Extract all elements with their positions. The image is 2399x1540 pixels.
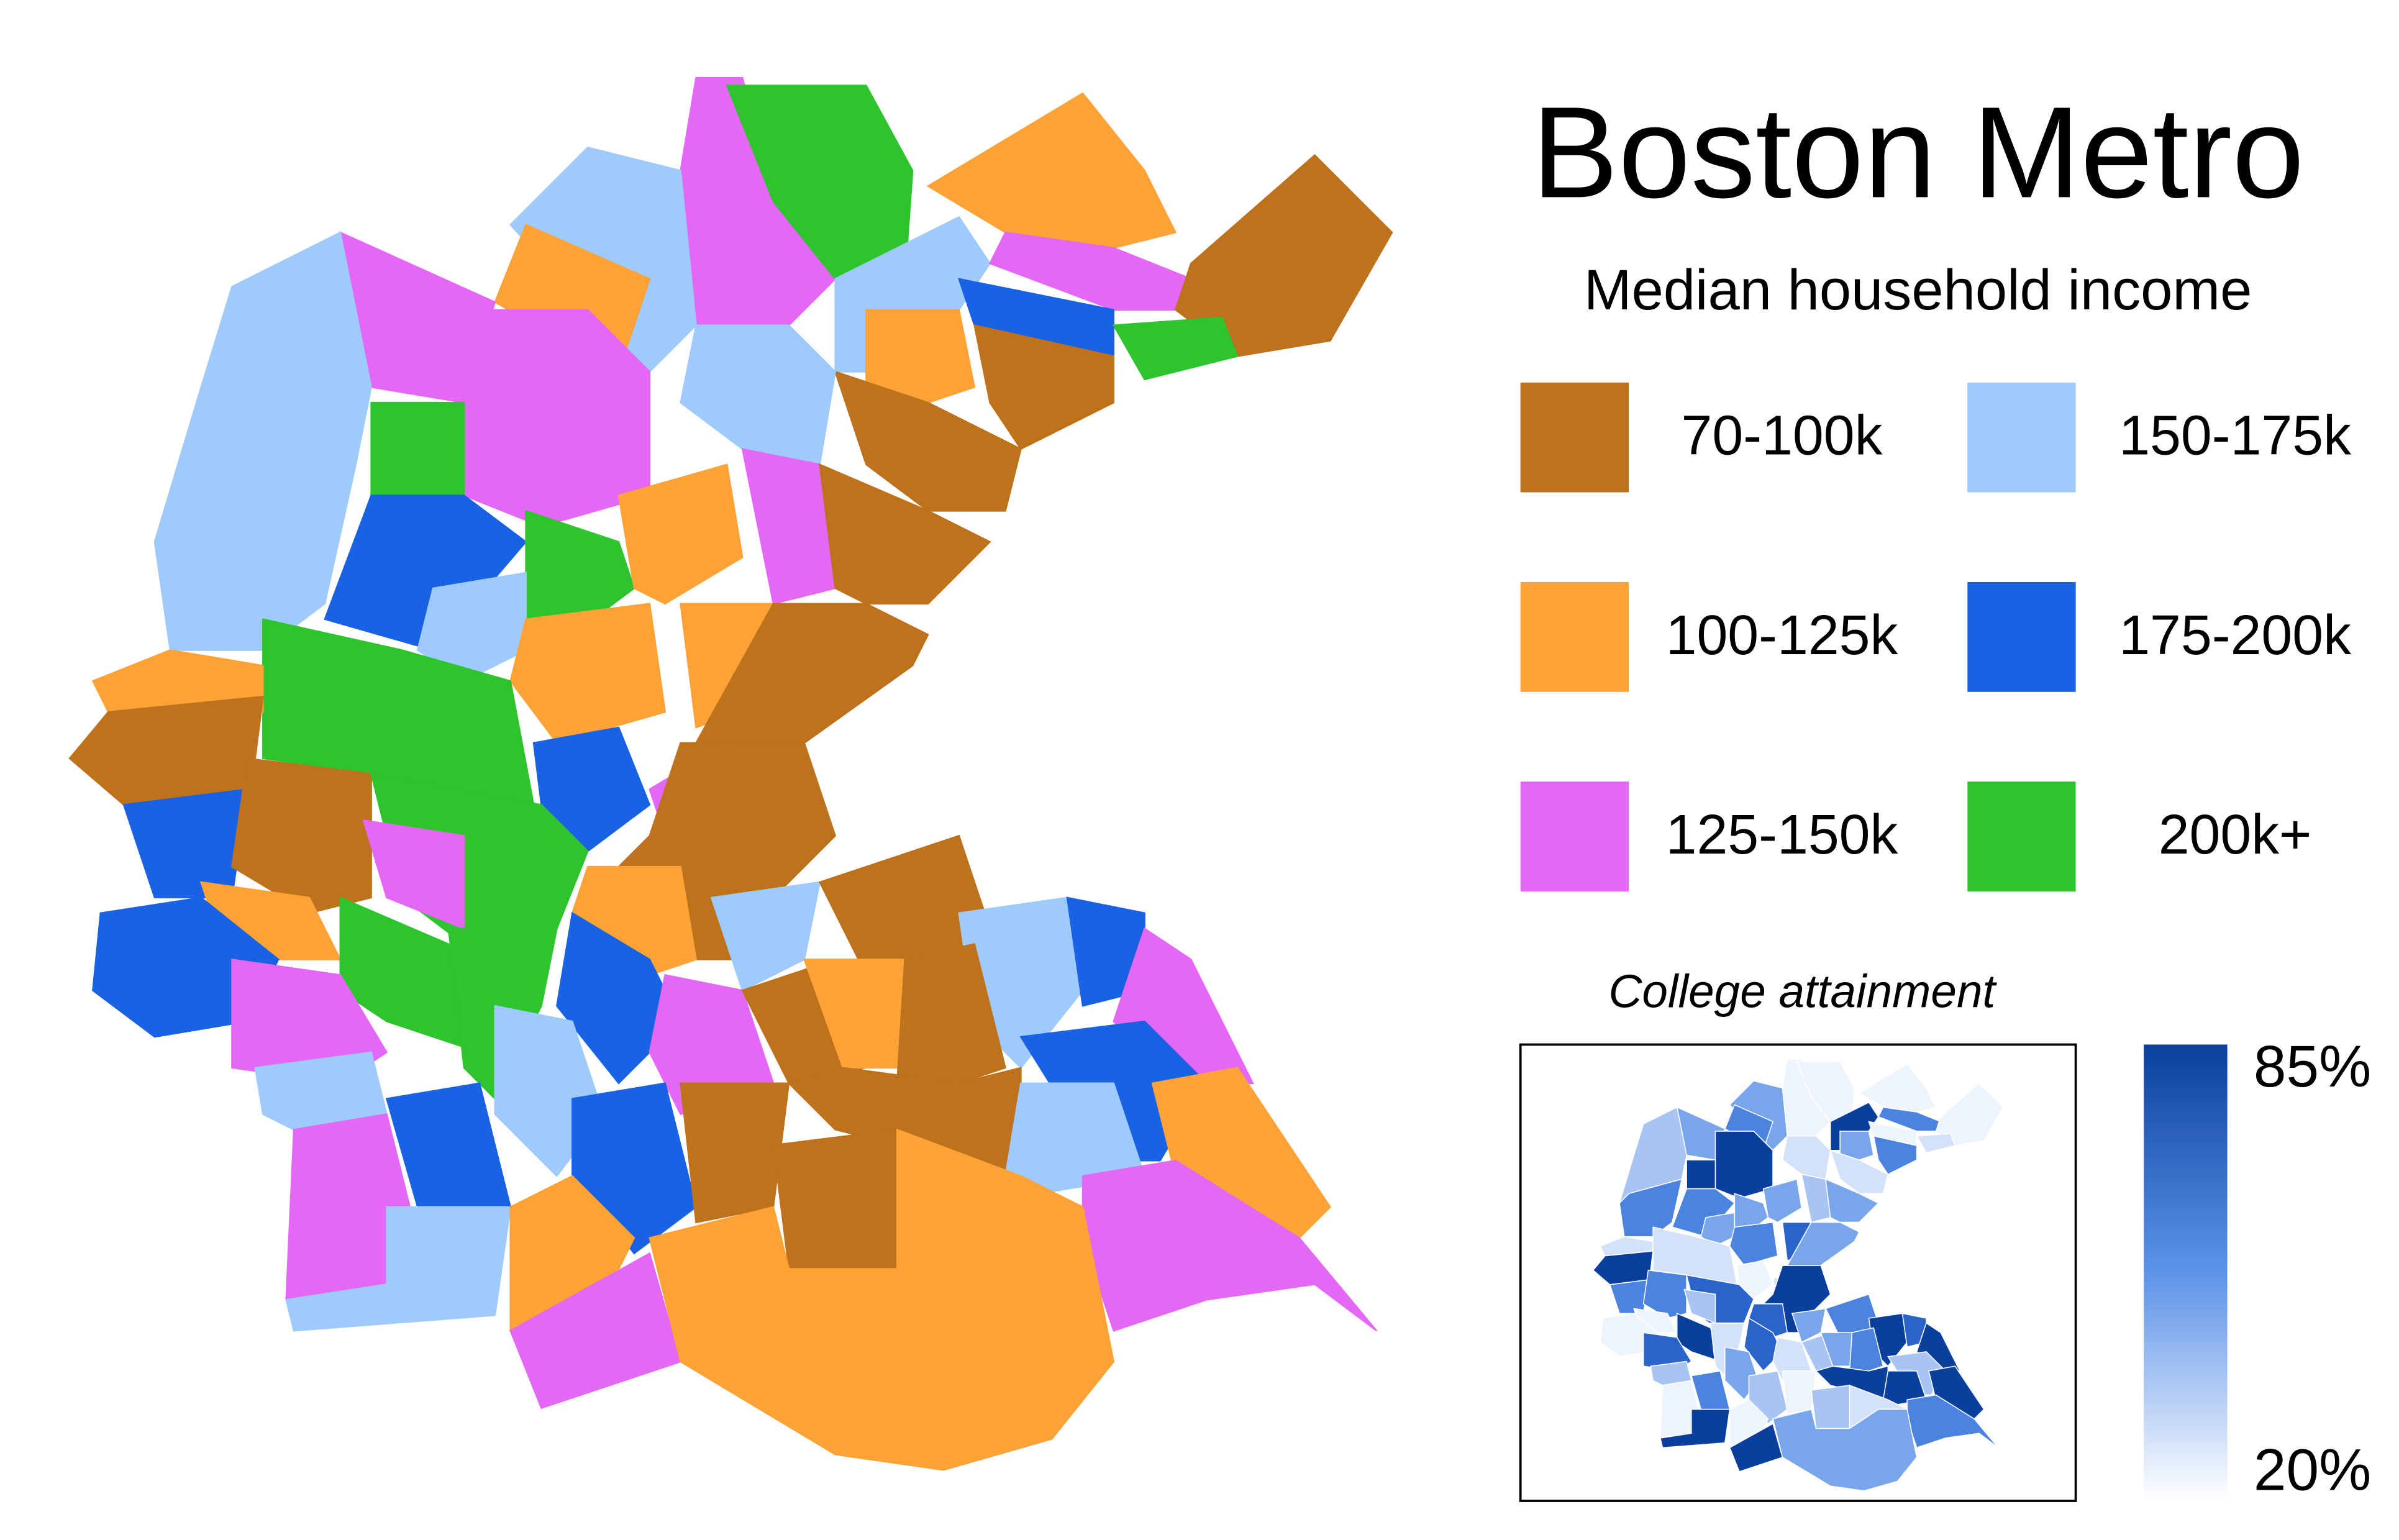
district	[680, 1082, 790, 1224]
inset-district	[1873, 1135, 1918, 1175]
inset-district	[1935, 1082, 2004, 1146]
inset-district	[1686, 1159, 1716, 1190]
district	[416, 572, 527, 682]
inset-district	[1748, 1303, 1788, 1338]
district	[834, 370, 1022, 512]
legend-swatch	[1520, 382, 1629, 493]
legend-swatch	[1967, 581, 2076, 692]
district	[772, 1129, 898, 1270]
district	[362, 819, 465, 930]
district	[680, 324, 836, 466]
inset-district	[1825, 1178, 1880, 1223]
district	[1174, 154, 1393, 357]
district	[1112, 316, 1239, 381]
legend-swatch	[1967, 781, 2076, 891]
inset-district	[1762, 1265, 1831, 1333]
colorbar	[2144, 1044, 2228, 1501]
district	[122, 788, 248, 899]
district	[616, 742, 837, 960]
district	[370, 401, 465, 496]
district	[532, 726, 651, 852]
inset-district	[1839, 1131, 1875, 1161]
district	[68, 695, 264, 806]
legend: 70-100k 100-125k 125-150k 150-175k 175-200k 2…	[1520, 382, 2351, 891]
legend-label: 200k+	[2159, 803, 2312, 865]
inset-district	[1729, 1399, 1769, 1449]
district	[865, 309, 976, 404]
inset-districts	[1592, 1059, 2004, 1492]
inset-title: College attainment	[1608, 965, 1997, 1018]
legend-swatch	[1520, 781, 1629, 891]
income-map	[68, 76, 1393, 1471]
inset-map	[1592, 1059, 2004, 1492]
district	[509, 1175, 635, 1333]
district	[649, 1206, 1115, 1471]
inset-district	[1916, 1132, 1956, 1154]
inset-district	[1772, 1408, 1918, 1492]
district	[509, 603, 667, 744]
inset-district	[1849, 1327, 1884, 1372]
inset-district	[1829, 1149, 1889, 1195]
legend-swatch	[1520, 581, 1629, 692]
inset-district	[1762, 1178, 1803, 1223]
district	[819, 463, 991, 605]
inset-district	[1810, 1385, 1850, 1429]
inset-district	[1782, 1370, 1817, 1415]
district	[571, 865, 697, 976]
legend-label: 70-100k	[1682, 404, 1883, 467]
district	[926, 92, 1177, 249]
district	[91, 649, 264, 713]
district	[896, 943, 1006, 1084]
legend-label: 150-175k	[2119, 404, 2351, 467]
colorbar-label: 85%	[2254, 1034, 2371, 1100]
inset-district	[1600, 1236, 1654, 1257]
subtitle: Median household income	[1584, 258, 2252, 322]
colorbar-label: 20%	[2254, 1437, 2371, 1503]
title: Boston Metro	[1532, 80, 2305, 225]
legend-swatch	[1967, 382, 2076, 493]
inset-district	[1736, 1260, 1773, 1300]
legend-label: 125-150k	[1666, 803, 1898, 865]
district	[617, 463, 744, 605]
district	[973, 324, 1115, 450]
legend-label: 100-125k	[1666, 604, 1898, 666]
inset-district	[1700, 1212, 1736, 1247]
legend-label: 175-200k	[2119, 604, 2351, 666]
